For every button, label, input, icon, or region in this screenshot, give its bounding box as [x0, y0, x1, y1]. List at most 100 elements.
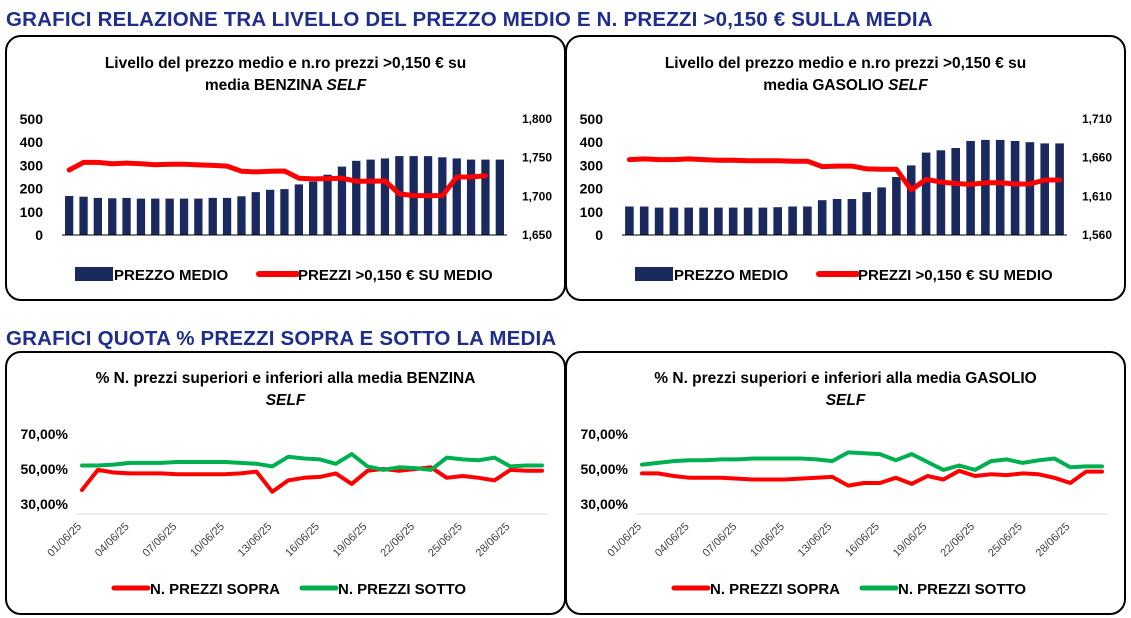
bar — [380, 158, 390, 235]
series-line-prezzi-sopra — [626, 156, 1063, 193]
y-left-tick-label: 300 — [580, 157, 604, 173]
series-line-red — [80, 465, 544, 494]
y-tick-label: 70,00% — [581, 426, 629, 442]
chart-panel-benzina-price: Livello del prezzo medio e n.ro prezzi >… — [5, 35, 566, 301]
bar — [728, 207, 738, 235]
y-left-tick-label: 400 — [580, 134, 604, 150]
section-title-price-relation: GRAFICI RELAZIONE TRA LIVELLO DEL PREZZO… — [6, 8, 933, 31]
legend-label-prezzi-sopra: PREZZI >0,150 € SU MEDIO — [298, 267, 493, 284]
y-left-tick-label: 0 — [595, 227, 603, 243]
bar — [466, 159, 476, 235]
y-right-tick-label: 1,710 — [1082, 112, 1112, 126]
bar — [266, 189, 275, 235]
legend-label-prezzo-medio: PREZZO MEDIO — [114, 267, 229, 284]
x-tick-label: 22/06/25 — [378, 521, 417, 560]
y-left-tick-label: 200 — [20, 181, 44, 197]
bar — [237, 196, 246, 235]
combo-chart-gasolio: 500 400 300 200 100 0 1,710 1,660 1,610 1,560 PREZ… — [580, 111, 1113, 284]
bar — [906, 165, 916, 235]
chart-title: Livello del prezzo medio e n.ro prezzi >… — [7, 53, 564, 97]
chart-title-line-1: Livello del prezzo medio e n.ro prezzi >… — [104, 55, 467, 72]
bar — [108, 198, 117, 235]
line-chart-gasolio-share: 70,00% 50,00% 30,00% 01/06/25 04/06/25 07/06/… — [581, 426, 1107, 598]
bar — [495, 159, 504, 235]
x-tick-label: 28/06/25 — [474, 521, 513, 560]
y-right-tick-label: 1,800 — [522, 112, 552, 126]
x-tick-label: 19/06/25 — [891, 521, 930, 560]
x-tick-label: 16/06/25 — [283, 521, 322, 560]
x-tick-label: 28/06/25 — [1034, 521, 1073, 560]
y-left-tick-label: 200 — [580, 181, 604, 197]
chart-title: Livello del prezzo medio e n.ro prezzi >… — [567, 53, 1124, 97]
chart-title-italic: SELF — [265, 392, 306, 409]
bar — [352, 160, 361, 235]
bar — [251, 192, 260, 235]
legend-label-sopra: N. PREZZI SOPRA — [710, 581, 840, 598]
chart-panel-gasolio-price: Livello del prezzo medio e n.ro prezzi >… — [565, 35, 1126, 301]
bar — [151, 198, 160, 235]
bar — [995, 139, 1005, 235]
y-tick-label: 70,00% — [21, 426, 69, 442]
bar — [847, 199, 857, 235]
bar — [714, 207, 723, 235]
bar — [743, 207, 753, 235]
bar — [877, 187, 886, 235]
bar — [481, 159, 490, 235]
bar — [862, 192, 871, 235]
bar — [936, 150, 946, 235]
bar — [966, 141, 975, 235]
bar — [758, 207, 768, 235]
bar — [366, 159, 375, 235]
bar — [208, 197, 217, 235]
bar — [294, 184, 303, 235]
bar — [892, 177, 901, 235]
section-title-share: GRAFICI QUOTA % PREZZI SOPRA E SOTTO LA … — [6, 327, 557, 350]
series-line-prezzi-sopra — [66, 159, 488, 199]
y-tick-label: 50,00% — [21, 461, 69, 477]
bar — [280, 189, 289, 235]
chart-title-italic: SELF — [888, 77, 928, 94]
x-tick-label: 13/06/25 — [796, 521, 835, 560]
y-right-tick-label: 1,560 — [1082, 228, 1112, 242]
legend-label-prezzo-medio: PREZZO MEDIO — [674, 267, 789, 284]
y-left-tick-label: 100 — [580, 204, 604, 220]
bar — [136, 198, 146, 235]
series-line-green — [640, 450, 1104, 472]
y-right-tick-label: 1,610 — [1082, 189, 1112, 203]
x-tick-label: 01/06/25 — [605, 521, 644, 560]
x-tick-label: 07/06/25 — [141, 521, 180, 560]
y-right-tick-label: 1,700 — [522, 189, 552, 203]
chart-title-italic: SELF — [825, 392, 866, 409]
y-left-tick-label: 100 — [20, 204, 44, 220]
chart-title-line-2: media BENZINA — [204, 77, 327, 94]
chart-title-line-1: % N. prezzi superiori e inferiori alla m… — [95, 370, 476, 387]
chart-title-line-1: % N. prezzi superiori e inferiori alla m… — [654, 370, 1037, 387]
legend-label-prezzi-sopra: PREZZI >0,150 € SU MEDIO — [858, 267, 1053, 284]
y-right-tick-label: 1,660 — [1082, 151, 1112, 165]
series-line-green — [80, 452, 544, 472]
bar — [1055, 143, 1064, 235]
x-tick-label: 10/06/25 — [748, 521, 787, 560]
y-tick-label: 30,00% — [21, 496, 69, 512]
y-left-tick-label: 500 — [20, 111, 44, 127]
legend-label-sotto: N. PREZZI SOTTO — [338, 581, 466, 598]
bar — [817, 200, 827, 235]
bar — [122, 197, 131, 235]
legend-swatch-prezzo-medio — [635, 267, 673, 281]
x-tick-label: 19/06/25 — [331, 521, 370, 560]
chart-panel-gasolio-share: % N. prezzi superiori e inferiori alla m… — [565, 351, 1126, 615]
bar — [179, 198, 189, 235]
chart-title-italic: SELF — [326, 77, 367, 94]
y-left-tick-label: 0 — [35, 227, 43, 243]
y-right-tick-label: 1,650 — [522, 228, 552, 242]
y-left-tick-label: 400 — [20, 134, 44, 150]
bar — [65, 196, 74, 235]
y-tick-label: 50,00% — [581, 461, 629, 477]
y-left-tick-label: 300 — [20, 157, 44, 173]
bar — [832, 199, 842, 235]
chart-title: % N. prezzi superiori e inferiori alla m… — [567, 368, 1124, 412]
bar — [222, 197, 232, 235]
bar — [921, 152, 931, 235]
bar — [93, 197, 102, 235]
line-chart-benzina-share: 70,00% 50,00% 30,00% 01/06/25 04/06/25 07/06/… — [21, 426, 547, 598]
